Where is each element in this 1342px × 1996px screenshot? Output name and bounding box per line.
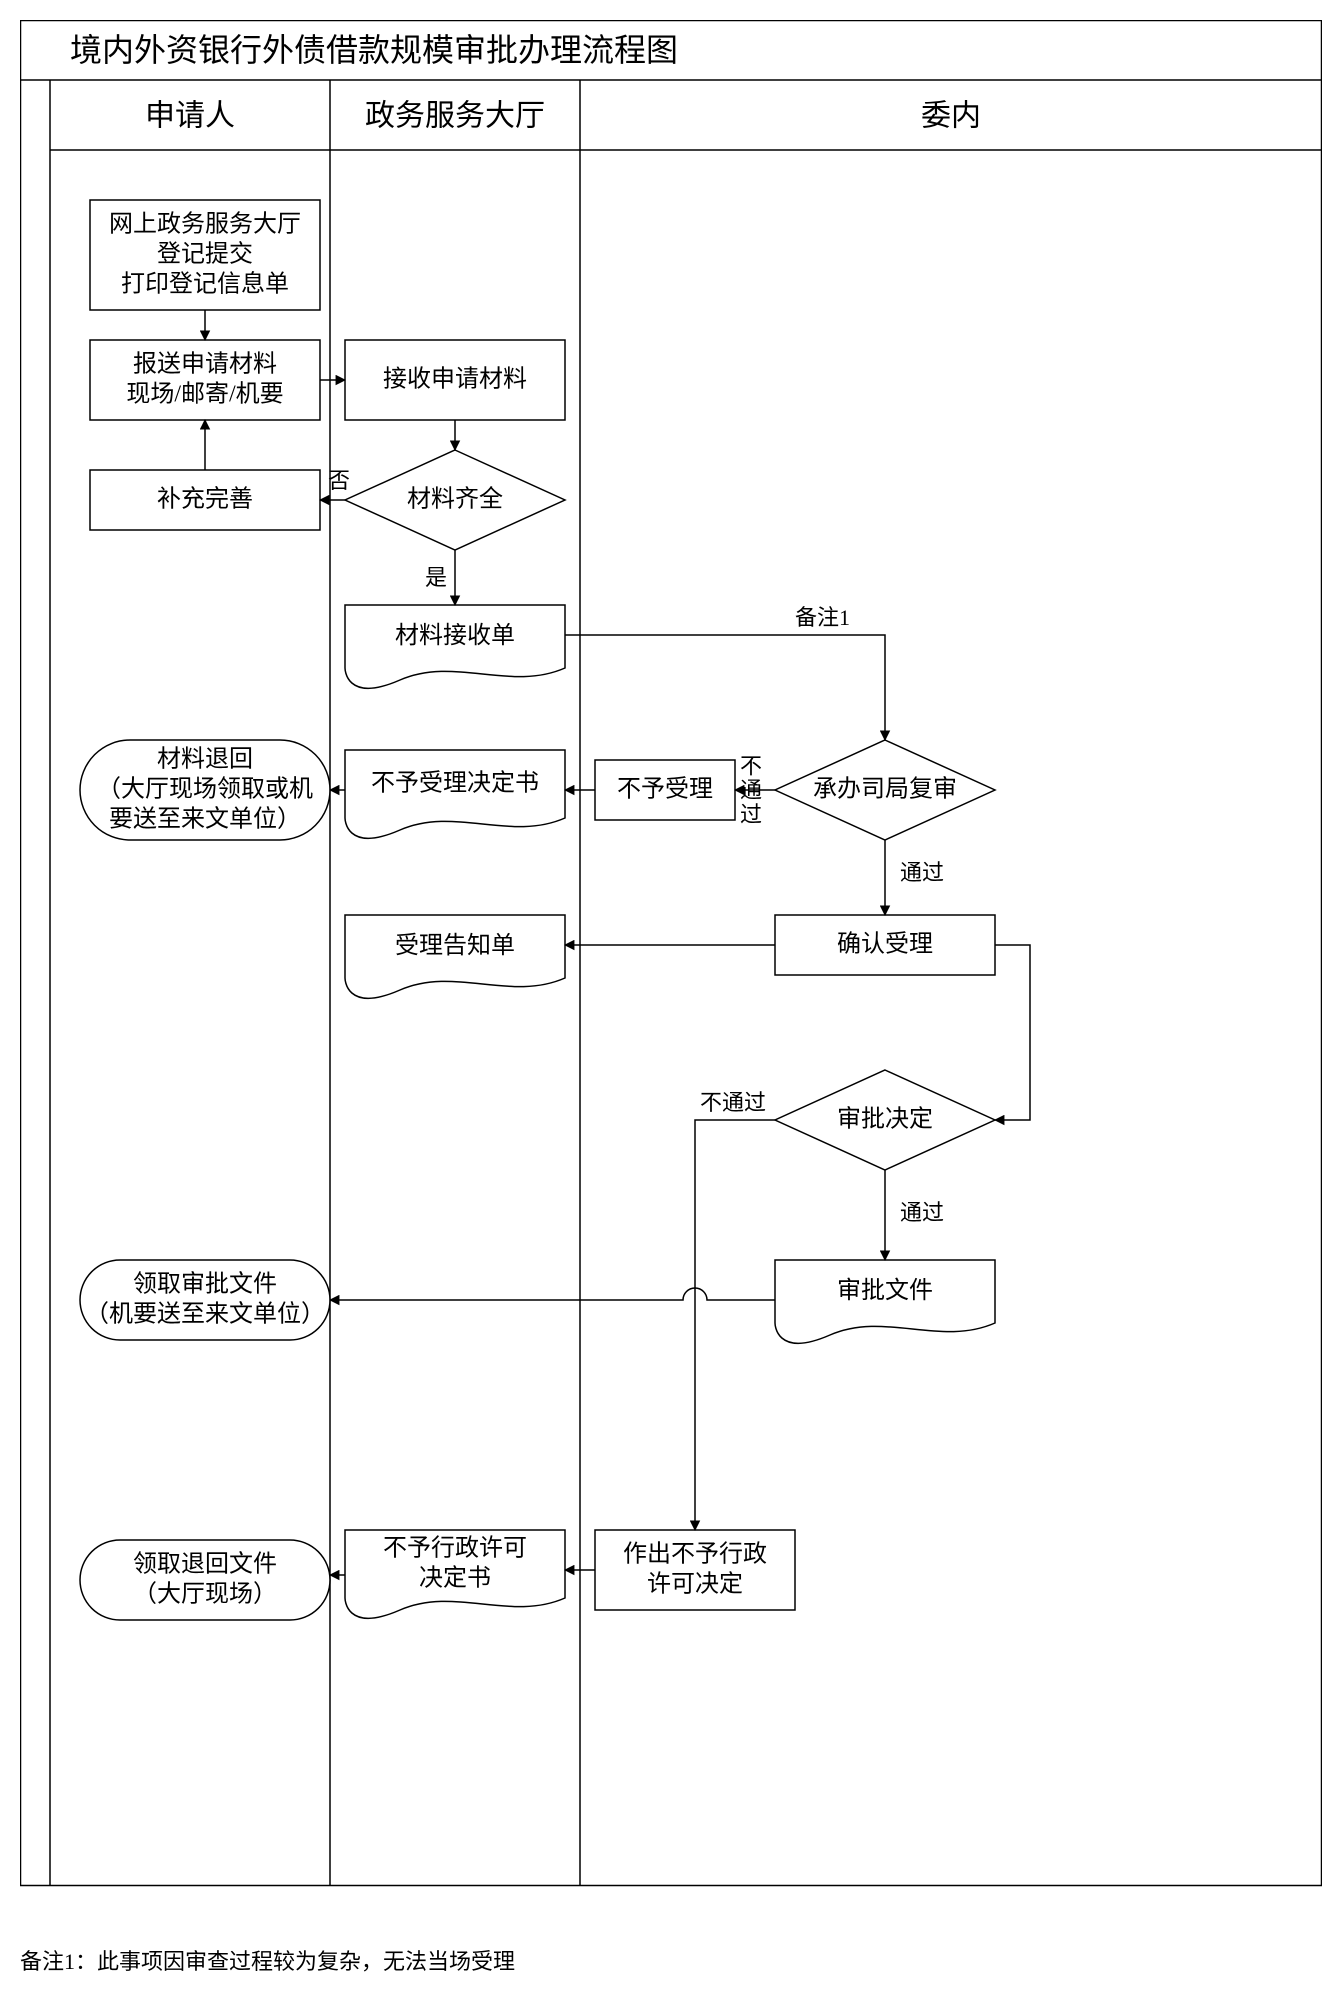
svg-text:领取审批文件: 领取审批文件 — [133, 1271, 277, 1298]
svg-text:不予受理: 不予受理 — [617, 776, 713, 803]
svg-text:不予行政许可: 不予行政许可 — [383, 1535, 527, 1562]
svg-text:登记提交: 登记提交 — [157, 241, 253, 268]
svg-text:（机要送至来文单位）: （机要送至来文单位） — [85, 1301, 325, 1328]
svg-text:是: 是 — [425, 565, 447, 590]
svg-text:不: 不 — [740, 754, 762, 779]
svg-text:通: 通 — [740, 778, 762, 803]
svg-text:补充完善: 补充完善 — [157, 486, 253, 513]
svg-text:否: 否 — [328, 468, 350, 493]
svg-text:（大厅现场）: （大厅现场） — [133, 1581, 277, 1608]
svg-text:审批文件: 审批文件 — [837, 1277, 933, 1304]
svg-text:要送至来文单位）: 要送至来文单位） — [109, 806, 301, 833]
svg-text:不予受理决定书: 不予受理决定书 — [371, 770, 539, 797]
svg-text:通过: 通过 — [900, 1200, 944, 1225]
svg-text:打印登记信息单: 打印登记信息单 — [121, 271, 289, 298]
svg-text:政务服务大厅: 政务服务大厅 — [365, 100, 545, 133]
svg-text:备注1: 备注1 — [795, 605, 850, 630]
svg-text:领取退回文件: 领取退回文件 — [133, 1551, 277, 1578]
svg-text:材料退回: 材料退回 — [157, 746, 253, 773]
svg-text:确认受理: 确认受理 — [837, 931, 933, 958]
svg-text:材料接收单: 材料接收单 — [395, 622, 515, 649]
flowchart-svg: 境内外资银行外债借款规模审批办理流程图申请人 政务服务大厅 委内网上政务服务大厅登记… — [20, 20, 1322, 1936]
svg-text:接收申请材料: 接收申请材料 — [383, 366, 527, 393]
svg-text:报送申请材料: 报送申请材料 — [133, 351, 277, 378]
svg-text:许可决定: 许可决定 — [647, 1571, 743, 1598]
svg-text:过: 过 — [740, 802, 762, 827]
svg-text:决定书: 决定书 — [419, 1565, 491, 1592]
svg-text:承办司局复审: 承办司局复审 — [813, 776, 957, 803]
svg-text:不通过: 不通过 — [700, 1090, 766, 1115]
svg-text:作出不予行政: 作出不予行政 — [623, 1541, 767, 1568]
svg-text:委内: 委内 — [921, 100, 981, 133]
svg-text:境内外资银行外债借款规模审批办理流程图: 境内外资银行外债借款规模审批办理流程图 — [70, 32, 678, 68]
svg-text:现场/邮寄/机要: 现场/邮寄/机要 — [126, 381, 283, 408]
svg-text:网上政务服务大厅: 网上政务服务大厅 — [109, 211, 301, 238]
footnote: 备注1：此事项因审查过程较为复杂，无法当场受理 — [20, 1944, 1322, 1976]
svg-text:通过: 通过 — [900, 860, 944, 885]
svg-text:材料齐全: 材料齐全 — [407, 486, 503, 513]
svg-text:申请人: 申请人 — [145, 100, 235, 133]
svg-text:受理告知单: 受理告知单 — [395, 932, 515, 959]
svg-text:（大厅现场领取或机: （大厅现场领取或机 — [97, 776, 313, 803]
svg-text:审批决定: 审批决定 — [837, 1106, 933, 1133]
flowchart-canvas: 境内外资银行外债借款规模审批办理流程图申请人 政务服务大厅 委内网上政务服务大厅登记… — [20, 20, 1322, 1936]
